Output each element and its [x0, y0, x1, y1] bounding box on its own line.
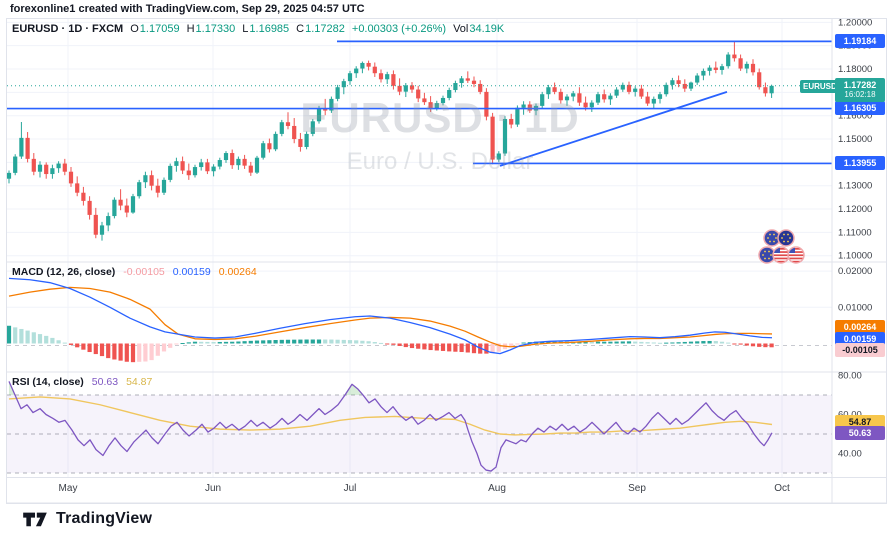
svg-text:1.16000: 1.16000 [838, 111, 872, 122]
rsi-title[interactable]: RSI (14, close) [12, 376, 84, 388]
macd-signal-value: 0.00264 [218, 266, 257, 278]
level-badge-high: 1.19184 [835, 34, 885, 48]
low-label: L [242, 23, 249, 35]
credit-line: forexonline1 created with TradingView.co… [10, 3, 365, 15]
low-value: 1.16985 [249, 23, 290, 35]
close-value: 1.17282 [305, 23, 345, 35]
time-axis-label: May [59, 483, 78, 494]
svg-text:0.02000: 0.02000 [838, 266, 872, 277]
svg-text:1.15000: 1.15000 [838, 134, 872, 145]
macd-signal-badge: 0.00264 [835, 320, 885, 334]
level-badge-mid: 1.16305 [835, 101, 885, 115]
macd-title[interactable]: MACD (12, 26, close) [12, 266, 116, 278]
close-label: C [296, 23, 305, 35]
high-label: H [186, 23, 195, 35]
last-price-value: 1.17282 [843, 79, 877, 90]
tradingview-logo-icon [23, 512, 47, 527]
svg-text:0.01000: 0.01000 [838, 302, 872, 313]
bar-countdown: 16:02:18 [844, 89, 876, 99]
rsi-value-badge: 50.63 [835, 426, 885, 440]
macd-line-value: 0.00159 [172, 266, 211, 278]
svg-text:1.18000: 1.18000 [838, 64, 872, 75]
svg-text:80.00: 80.00 [838, 371, 862, 382]
rsi-ma-value: 54.87 [126, 376, 153, 388]
volume-value: 34.19K [469, 23, 505, 35]
time-axis-label: Jun [205, 483, 221, 494]
rsi-ma-badge: 54.87 [835, 415, 885, 429]
rsi-value: 50.63 [91, 376, 119, 388]
time-axis-label: Jul [344, 483, 357, 494]
svg-text:1.20000: 1.20000 [838, 17, 872, 28]
rsi-legend[interactable]: RSI (14, close) 50.63 54.87 [12, 376, 152, 388]
last-price-symbol-tag: EURUSD [800, 80, 840, 93]
symbol-title[interactable]: EURUSD · 1D · FXCM [12, 23, 124, 35]
svg-text:1.11000: 1.11000 [838, 227, 872, 238]
change-value: +0.00303 (+0.26%) [351, 23, 447, 35]
open-value: 1.17059 [139, 23, 180, 35]
symbol-legend[interactable]: EURUSD · 1D · FXCM O 1.17059 H 1.17330 L 1.… [12, 23, 504, 35]
tradingview-logo[interactable]: TradingView [22, 509, 152, 529]
macd-hist-badge: -0.00105 [835, 343, 885, 357]
time-axis-label: Oct [774, 483, 790, 494]
level-badge-low: 1.13955 [835, 156, 885, 170]
tradingview-logo-text: TradingView [56, 510, 153, 527]
chart-card [6, 18, 887, 504]
svg-text:1.12000: 1.12000 [838, 204, 872, 215]
macd-legend[interactable]: MACD (12, 26, close) -0.00105 0.00159 0.… [12, 266, 257, 278]
svg-text:1.10000: 1.10000 [838, 251, 872, 262]
time-axis-label: Aug [488, 483, 506, 494]
macd-hist-value: -0.00105 [123, 266, 165, 278]
open-label: O [130, 23, 139, 35]
last-price-badge: 1.17282 16:02:18 [835, 78, 885, 102]
volume-label: Vol [453, 23, 469, 35]
time-axis-label: Sep [628, 483, 646, 494]
svg-text:1.13000: 1.13000 [838, 181, 872, 192]
high-value: 1.17330 [195, 23, 236, 35]
macd-line-badge: 0.00159 [835, 331, 885, 346]
svg-text:40.00: 40.00 [838, 449, 862, 460]
